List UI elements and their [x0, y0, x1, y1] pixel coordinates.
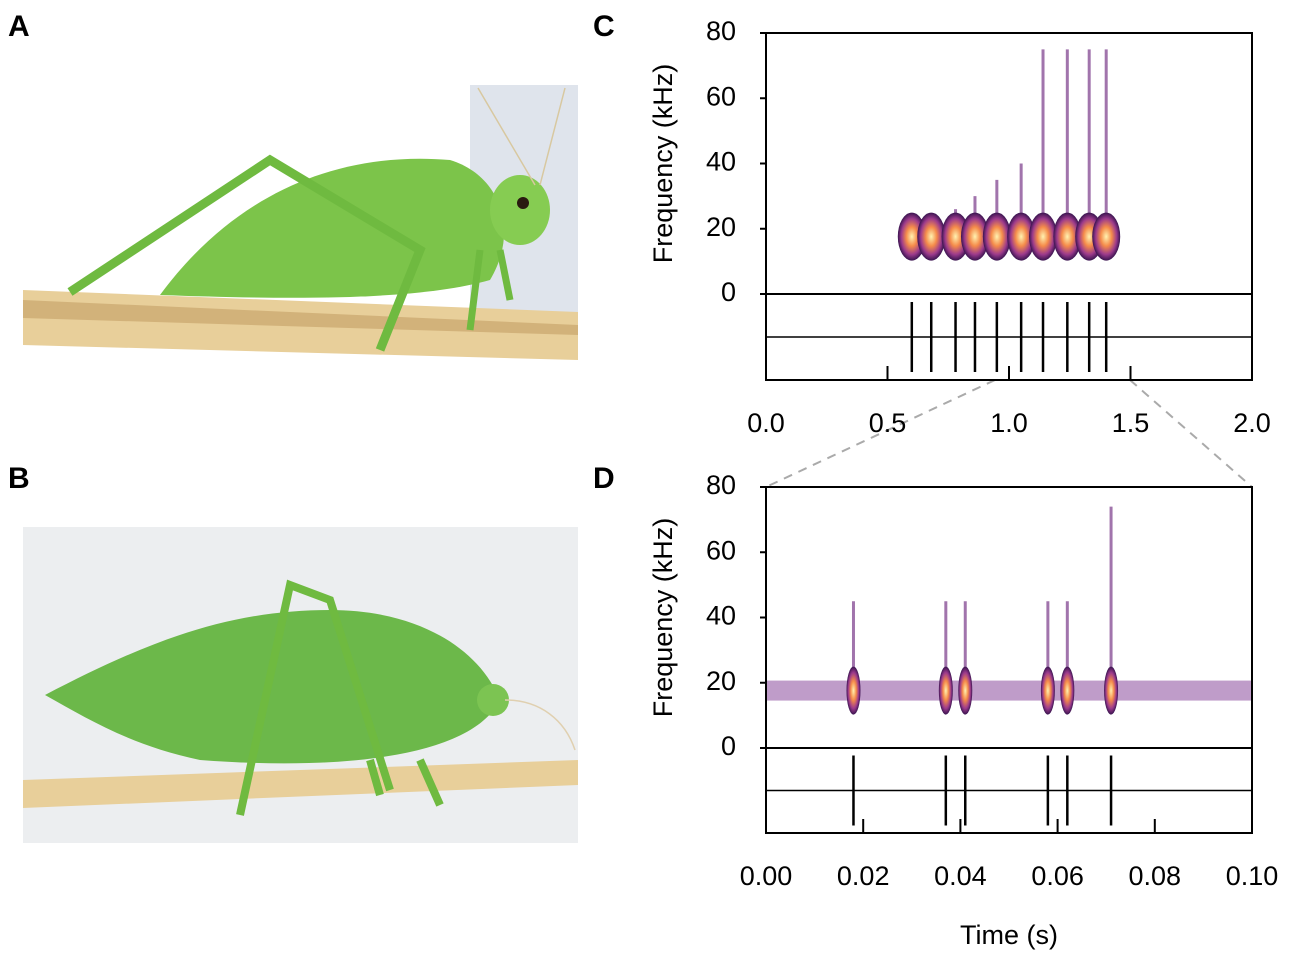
- pulse-blob: [1041, 667, 1055, 715]
- y-axis-label: Frequency (kHz): [648, 64, 678, 264]
- x-tick-label: 0.04: [934, 861, 987, 891]
- pulse-blob: [1092, 213, 1120, 261]
- y-tick-label: 0: [721, 277, 736, 307]
- photo-a: [23, 85, 578, 402]
- plot-frame: [766, 487, 1252, 833]
- photo-b: [23, 527, 578, 843]
- x-tick-label: 0.02: [837, 861, 890, 891]
- pulse-blob: [1029, 213, 1057, 261]
- plot-frame: [766, 33, 1252, 380]
- pulse-blob: [1060, 667, 1074, 715]
- x-tick-label: 0.06: [1031, 861, 1084, 891]
- y-tick-label: 80: [706, 16, 736, 46]
- y-tick-label: 60: [706, 535, 736, 565]
- noise-band: [766, 681, 1252, 701]
- panel-label: D: [593, 462, 615, 495]
- y-tick-label: 80: [706, 470, 736, 500]
- panel-label: A: [8, 10, 30, 43]
- panel-label: B: [8, 462, 30, 495]
- figure: A B C D 0 20 40 60 80 0.0 0.5 1.0 1.5 2.0 Frequenc…: [0, 0, 1293, 955]
- pulse-blob: [939, 667, 953, 715]
- pulse-blob: [1104, 667, 1118, 715]
- y-tick-label: 20: [706, 666, 736, 696]
- y-tick-label: 40: [706, 147, 736, 177]
- y-tick-label: 60: [706, 81, 736, 111]
- pulse-blob: [846, 667, 860, 715]
- y-tick-label: 40: [706, 601, 736, 631]
- y-tick-label: 0: [721, 731, 736, 761]
- x-tick-label: 0.5: [869, 408, 907, 438]
- y-tick-label: 20: [706, 212, 736, 242]
- x-tick-label: 0.0: [747, 408, 785, 438]
- panel-label: C: [593, 10, 615, 43]
- y-axis-label: Frequency (kHz): [648, 518, 678, 718]
- pulse-blob: [917, 213, 945, 261]
- x-tick-label: 1.5: [1112, 408, 1150, 438]
- x-axis-label: Time (s): [960, 920, 1058, 950]
- pulse-blob: [958, 667, 972, 715]
- pulse-blob: [983, 213, 1011, 261]
- x-tick-label: 0.08: [1129, 861, 1182, 891]
- x-tick-label: 0.10: [1226, 861, 1279, 891]
- x-tick-label: 2.0: [1233, 408, 1271, 438]
- x-tick-label: 1.0: [990, 408, 1028, 438]
- x-tick-label: 0.00: [740, 861, 793, 891]
